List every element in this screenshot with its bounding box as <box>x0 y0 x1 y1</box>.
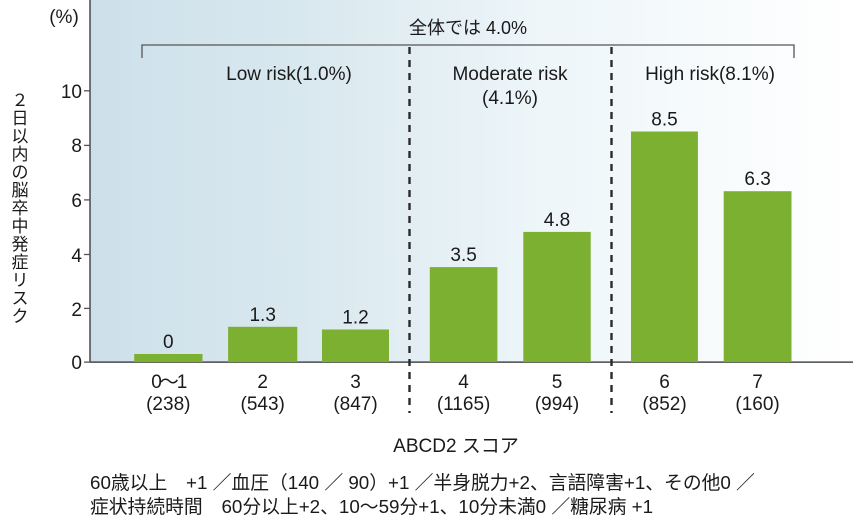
svg-text:(238): (238) <box>146 394 190 415</box>
svg-text:(4.1%): (4.1%) <box>482 88 538 109</box>
svg-text:4: 4 <box>458 372 469 393</box>
svg-text:中: 中 <box>12 217 29 236</box>
svg-text:症状持続時間 60分以上+2、10～59分+1、10分未満0: 症状持続時間 60分以上+2、10～59分+1、10分未満0 ／糖尿病 +1 <box>90 496 653 517</box>
svg-text:8: 8 <box>71 136 82 157</box>
svg-text:2: 2 <box>257 372 268 393</box>
svg-text:1.3: 1.3 <box>249 305 275 326</box>
svg-text:3: 3 <box>350 372 361 393</box>
svg-text:Low risk(1.0%): Low risk(1.0%) <box>226 64 352 85</box>
svg-text:4: 4 <box>71 246 82 267</box>
svg-text:(994): (994) <box>535 394 579 415</box>
svg-text:6: 6 <box>71 191 82 212</box>
svg-text:8.5: 8.5 <box>651 110 677 131</box>
svg-text:脳: 脳 <box>12 181 29 200</box>
svg-text:3.5: 3.5 <box>450 245 476 266</box>
svg-text:内: 内 <box>12 145 29 164</box>
svg-text:症: 症 <box>12 253 29 272</box>
svg-text:(160): (160) <box>735 394 779 415</box>
svg-text:の: の <box>12 163 29 182</box>
svg-text:(%): (%) <box>49 7 79 28</box>
svg-text:日: 日 <box>12 109 29 128</box>
svg-text:10: 10 <box>61 82 82 103</box>
svg-text:(543): (543) <box>241 394 285 415</box>
svg-text:0: 0 <box>71 353 82 374</box>
svg-text:２: ２ <box>12 91 29 110</box>
svg-text:6.3: 6.3 <box>744 169 770 190</box>
svg-text:60歳以上 +1 ／血圧（140 ／ 90）+1 ／半身脱力: 60歳以上 +1 ／血圧（140 ／ 90）+1 ／半身脱力+2、言語障害+1、… <box>90 472 755 493</box>
svg-text:0～1: 0～1 <box>151 372 187 393</box>
svg-text:5: 5 <box>552 372 563 393</box>
svg-text:4.8: 4.8 <box>544 210 570 231</box>
svg-text:6: 6 <box>659 372 670 393</box>
svg-text:全体では 4.0%: 全体では 4.0% <box>409 18 527 38</box>
svg-text:(847): (847) <box>333 394 377 415</box>
svg-text:ク: ク <box>12 307 29 326</box>
svg-text:ス: ス <box>12 289 29 308</box>
svg-text:High risk(8.1%): High risk(8.1%) <box>645 64 775 85</box>
svg-text:2: 2 <box>71 300 82 321</box>
svg-text:Moderate risk: Moderate risk <box>452 64 568 85</box>
svg-text:0: 0 <box>163 332 174 353</box>
svg-text:リ: リ <box>12 271 29 290</box>
svg-text:1.2: 1.2 <box>342 308 368 329</box>
svg-text:(852): (852) <box>642 394 686 415</box>
svg-text:ABCD2 スコア: ABCD2 スコア <box>393 436 519 457</box>
svg-text:発: 発 <box>12 235 29 254</box>
svg-text:7: 7 <box>752 372 763 393</box>
svg-text:以: 以 <box>12 127 29 146</box>
svg-text:(1165): (1165) <box>437 394 491 415</box>
svg-text:卒: 卒 <box>12 199 29 218</box>
